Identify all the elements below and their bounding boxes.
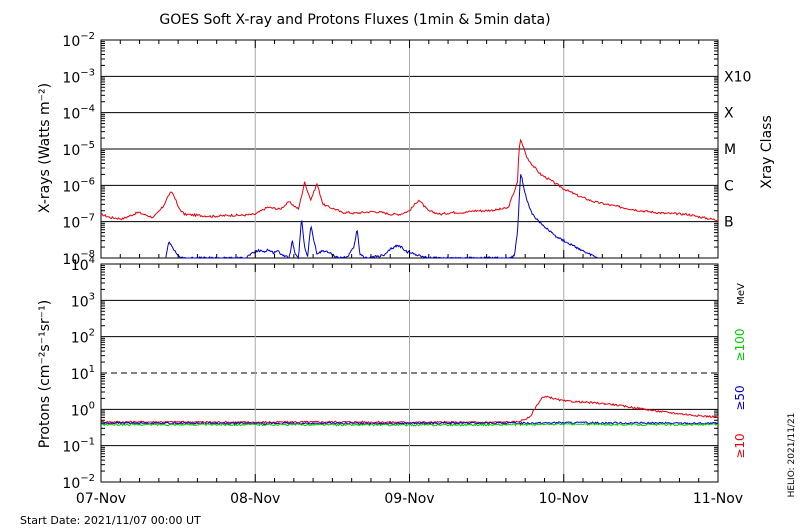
xray-class-label: B [724,215,734,231]
x-tick-label: 09-Nov [384,491,434,507]
xray-panel: 10−2 10−3 10−4 10−5 10−6 10−7 10−8 X10 X M C B [62,31,751,268]
xray-class-label: M [724,142,736,158]
energy-label: ≥10 [733,433,747,458]
xray-ytick-label: 10−2 [62,31,95,50]
energy-label: ≥50 [733,385,747,410]
proton-panel: 104 103 102 101 100 10−1 10−2 ≥10 ≥50 ≥100 [62,255,747,492]
proton-ytick-label: 101 [71,364,95,383]
energy-label: ≥100 [733,329,747,362]
xray-class-label: X [724,106,734,122]
x-tick-label: 11-Nov [693,491,743,507]
xray-series-1 [165,174,599,260]
xray-ytick-label: 10−4 [62,104,95,123]
proton-series-2 [100,422,719,427]
proton-ytick-label: 103 [71,291,95,310]
xray-ytick-label: 10−6 [62,176,95,195]
xray-ytick-label: 10−8 [62,249,95,268]
xray-ytick-label: 10−7 [62,213,95,232]
xray-ytick-label: 10−5 [62,140,95,159]
start-date-label: Start Date: 2021/11/07 00:00 UT [20,514,201,527]
x-tick-label: 10-Nov [539,491,589,507]
proton-ytick-label: 102 [71,328,95,347]
proton-ytick-label: 10−1 [62,437,95,456]
helio-date-label: HELIO: 2021/11/21 [787,413,797,498]
mev-label: MeV [736,283,747,305]
xray-class-label: X10 [724,69,751,85]
xray-series-0 [100,138,719,222]
xray-ytick-label: 10−3 [62,67,95,86]
x-tick-label: 08-Nov [230,491,280,507]
xray-class-axis-label: Xray Class [759,115,775,189]
proton-ytick-label: 100 [71,400,95,419]
x-tick-label: 07-Nov [76,491,126,507]
proton-ylabel: Protons (cm⁻²s⁻¹sr⁻¹) [37,300,53,449]
xray-class-label: C [724,178,734,194]
proton-ytick-label: 104 [71,255,95,274]
xray-ylabel: X-rays (Watts m⁻²) [37,83,53,213]
chart-title: GOES Soft X-ray and Protons Fluxes (1min… [159,12,550,28]
time-axis: 07-Nov 08-Nov 09-Nov 10-Nov 11-Nov [76,40,743,507]
proton-ytick-label: 10−2 [62,473,95,492]
